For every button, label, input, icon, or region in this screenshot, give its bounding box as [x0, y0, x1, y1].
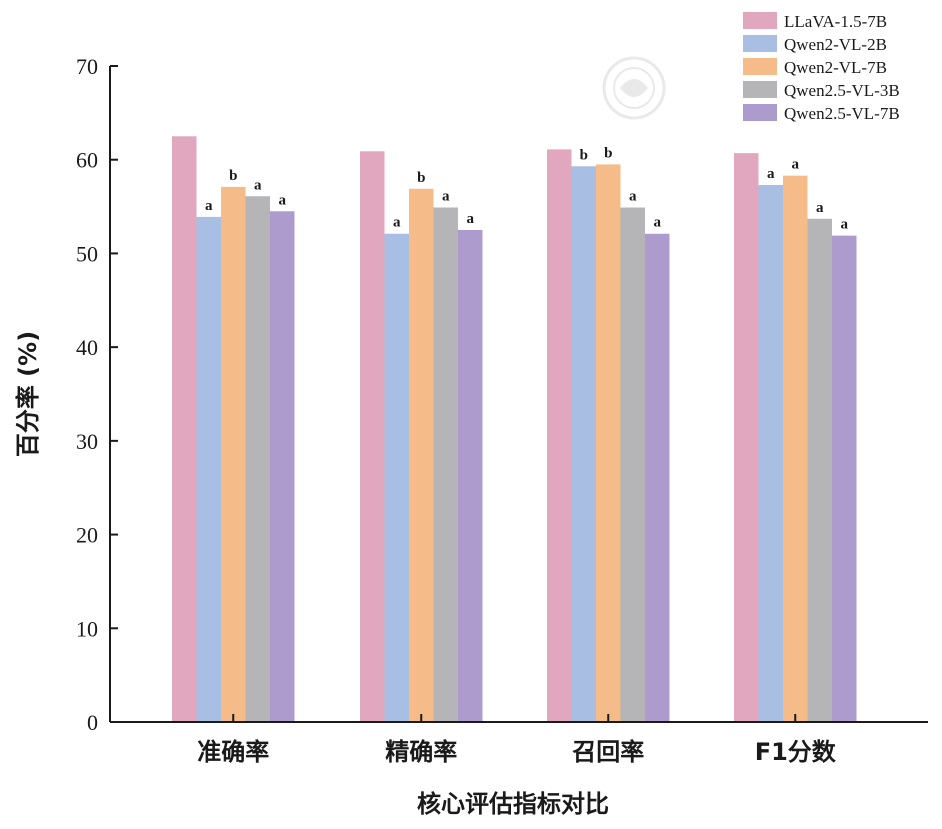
bar-significance-label: a — [442, 189, 450, 205]
bar — [172, 136, 197, 723]
bar — [547, 149, 572, 723]
bar-significance-label: a — [767, 166, 775, 182]
bar — [270, 211, 295, 722]
bar-significance-label: a — [254, 177, 262, 193]
legend-label: Qwen2-VL-2B — [784, 35, 887, 54]
bar-significance-label: a — [792, 157, 800, 173]
legend: LLaVA-1.5-7B Qwen2-VL-2B Qwen2-VL-7B Qwen2.… — [743, 12, 900, 123]
bar — [620, 207, 645, 723]
watermark-logo — [602, 56, 666, 120]
legend-label: LLaVA-1.5-7B — [784, 12, 887, 31]
bar — [458, 230, 483, 722]
y-tick-label: 50 — [76, 241, 98, 266]
bar-significance-label: a — [279, 192, 287, 208]
x-tick-label: 准确率 — [197, 738, 269, 766]
y-axis-ticks: 0 10 20 30 40 50 60 70 — [76, 54, 118, 735]
bar — [807, 218, 832, 723]
legend-swatch — [743, 12, 777, 29]
bar-significance-label: a — [205, 198, 213, 214]
bar-significance-label: a — [841, 217, 849, 233]
legend-label: Qwen2.5-VL-3B — [784, 81, 900, 100]
bar-significance-label: a — [393, 215, 401, 231]
bar — [409, 188, 434, 722]
bar-significance-label: a — [654, 215, 662, 231]
x-axis-title: 核心评估指标对比 — [417, 790, 609, 818]
bar-significance-label: a — [816, 200, 824, 216]
x-tick-label: F1分数 — [755, 738, 837, 766]
bar — [596, 164, 621, 722]
bar — [221, 186, 246, 723]
y-tick-label: 40 — [76, 335, 98, 360]
legend-label: Qwen2.5-VL-7B — [784, 104, 900, 123]
bar — [645, 233, 670, 722]
bar-significance-label: b — [604, 145, 612, 161]
bar-significance-label: a — [467, 211, 475, 227]
bar-significance-label: a — [629, 189, 637, 205]
bar — [832, 235, 857, 722]
x-tick-label: 召回率 — [571, 738, 644, 766]
x-axis-labels: 准确率 精确率 召回率 F1分数 — [197, 714, 837, 766]
legend-swatch — [743, 35, 777, 52]
y-tick-label: 70 — [76, 54, 98, 79]
bar — [245, 196, 270, 722]
legend-swatch — [743, 58, 777, 75]
y-tick-label: 20 — [76, 523, 98, 548]
bar — [196, 216, 221, 722]
bar — [571, 166, 596, 722]
bar — [360, 151, 385, 722]
bar — [384, 233, 409, 722]
x-tick-label: 精确率 — [385, 738, 457, 766]
legend-label: Qwen2-VL-7B — [784, 58, 887, 77]
bar-significance-label: b — [417, 170, 425, 186]
bar-significance-label: b — [229, 168, 237, 184]
legend-swatch — [743, 104, 777, 121]
bar — [433, 207, 458, 723]
y-tick-label: 60 — [76, 148, 98, 173]
bar-significance-label: b — [580, 147, 588, 163]
y-tick-label: 10 — [76, 616, 98, 641]
y-tick-label: 30 — [76, 429, 98, 454]
y-axis-title: 百分率 (%) — [14, 331, 42, 457]
bar — [734, 153, 759, 722]
legend-swatch — [743, 81, 777, 98]
y-tick-label: 0 — [87, 710, 98, 735]
bar — [758, 185, 783, 722]
bar — [783, 175, 808, 722]
